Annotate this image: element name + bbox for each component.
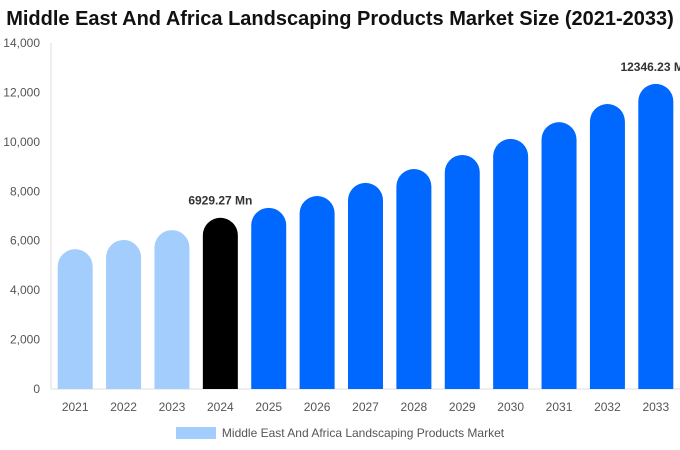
bar-2030 (493, 138, 529, 389)
y-tick-label: 14,000 (3, 36, 40, 50)
y-tick-label: 0 (33, 382, 40, 396)
bar-2026 (299, 195, 335, 389)
x-tick-label: 2030 (497, 400, 524, 414)
chart-title: Middle East And Africa Landscaping Produ… (6, 8, 674, 30)
bar-2021 (57, 249, 93, 389)
x-tick-label: 2032 (594, 400, 621, 414)
bar-2032 (589, 104, 625, 390)
y-tick-label: 10,000 (3, 135, 40, 149)
legend-label: Middle East And Africa Landscaping Produ… (221, 426, 505, 440)
x-tick-label: 2028 (401, 400, 428, 414)
x-tick-label: 2033 (642, 400, 669, 414)
y-tick-label: 6,000 (10, 234, 40, 248)
bar-2029 (444, 154, 480, 389)
legend-swatch (175, 427, 216, 439)
bar-2024 (202, 217, 238, 389)
x-tick-label: 2029 (449, 400, 476, 414)
bar-2031 (541, 122, 577, 390)
data-label: 6929.27 Mn (188, 194, 252, 208)
bar-2022 (106, 239, 142, 389)
y-tick-label: 12,000 (3, 85, 40, 99)
x-tick-label: 2026 (304, 400, 331, 414)
x-tick-label: 2025 (255, 400, 282, 414)
bar-2033 (638, 83, 674, 389)
bar-2025 (251, 207, 287, 389)
x-tick-label: 2022 (110, 400, 137, 414)
y-tick-label: 8,000 (10, 184, 40, 198)
y-tick-label: 4,000 (10, 283, 40, 297)
x-tick-label: 2027 (352, 400, 379, 414)
x-tick-label: 2023 (159, 400, 186, 414)
bar-2023 (154, 230, 190, 389)
legend: Middle East And Africa Landscaping Produ… (0, 426, 680, 440)
x-tick-label: 2031 (546, 400, 573, 414)
y-tick-label: 2,000 (10, 333, 40, 347)
data-label: 12346.23 Mn (620, 60, 680, 74)
bar-2028 (396, 169, 432, 389)
x-tick-label: 2024 (207, 400, 234, 414)
x-tick-label: 2021 (62, 400, 89, 414)
bar-2027 (348, 182, 383, 389)
